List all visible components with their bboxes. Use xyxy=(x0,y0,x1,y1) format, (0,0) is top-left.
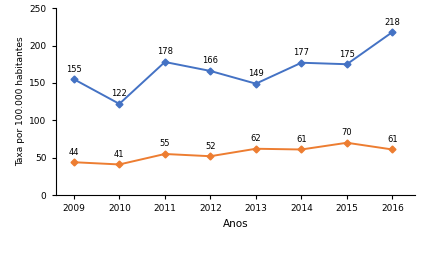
Doenças cardiovasculares xyxy=(299,61,304,64)
Doenças cardiovasculares xyxy=(162,60,167,64)
Doenças cardiovasculares xyxy=(208,69,213,73)
Text: 155: 155 xyxy=(66,64,82,74)
Text: 62: 62 xyxy=(250,134,261,143)
Text: 52: 52 xyxy=(205,142,216,151)
Doenças cardiovasculares xyxy=(253,82,259,85)
Doenças respiratórias xyxy=(162,152,167,156)
Text: 178: 178 xyxy=(157,47,173,56)
Doenças respiratórias xyxy=(299,148,304,151)
Text: 70: 70 xyxy=(342,128,352,137)
Doenças respiratórias xyxy=(208,154,213,158)
Text: 149: 149 xyxy=(248,69,264,78)
Line: Doenças respiratórias: Doenças respiratórias xyxy=(71,140,395,167)
Doenças cardiovasculares xyxy=(390,30,395,34)
Text: 41: 41 xyxy=(114,150,125,159)
Text: 55: 55 xyxy=(160,139,170,149)
Doenças cardiovasculares xyxy=(345,63,350,66)
Text: 177: 177 xyxy=(293,48,309,57)
Doenças respiratórias xyxy=(117,163,122,166)
Y-axis label: Taxa por 100.000 habitantes: Taxa por 100.000 habitantes xyxy=(16,37,25,166)
Doenças respiratórias xyxy=(71,161,77,164)
Line: Doenças cardiovasculares: Doenças cardiovasculares xyxy=(71,30,395,106)
Doenças respiratórias xyxy=(345,141,350,144)
Text: 175: 175 xyxy=(339,50,355,59)
Text: 61: 61 xyxy=(387,135,398,144)
Text: 61: 61 xyxy=(296,135,307,144)
Text: 218: 218 xyxy=(384,18,400,27)
Text: 44: 44 xyxy=(68,148,79,157)
Text: 122: 122 xyxy=(111,89,127,98)
X-axis label: Anos: Anos xyxy=(223,219,248,229)
Doenças respiratórias xyxy=(390,148,395,151)
Text: 166: 166 xyxy=(202,56,218,65)
Doenças cardiovasculares xyxy=(71,78,77,81)
Doenças cardiovasculares xyxy=(117,102,122,105)
Doenças respiratórias xyxy=(253,147,259,150)
